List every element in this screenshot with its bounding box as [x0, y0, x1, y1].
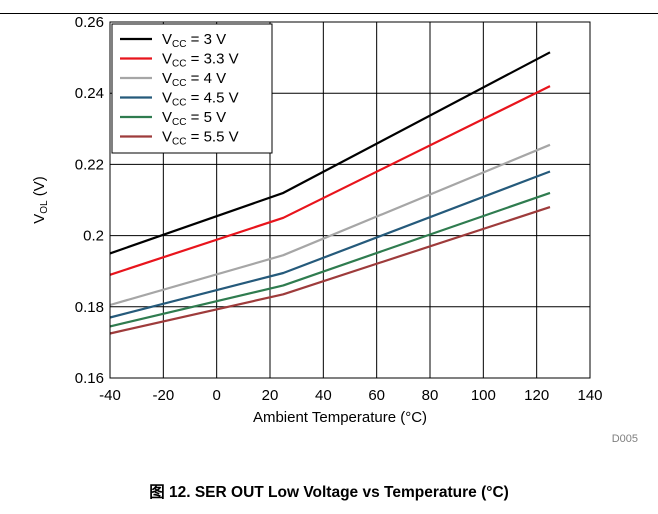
x-tick-label: 20 [262, 387, 279, 404]
series-lines [109, 51, 551, 335]
legend-entry-sub: CC [172, 39, 186, 50]
y-tick-label: 0.2 [83, 228, 104, 245]
y-tick-label: 0.24 [75, 85, 104, 102]
top-rule [0, 13, 658, 14]
x-tick-label: -20 [152, 387, 174, 404]
series-line [109, 51, 551, 255]
legend-entry-rest: = 5.5 V [186, 129, 238, 146]
legend-entry-rest: = 3.3 V [186, 51, 238, 68]
legend-entry-main: V [162, 90, 172, 107]
x-tick-label: 100 [471, 387, 496, 404]
legend-entry-sub: CC [172, 59, 186, 70]
legend-entry: VCC = 4 V [162, 70, 226, 89]
legend-entry-sub: CC [172, 137, 186, 148]
x-tick-label: 40 [315, 387, 332, 404]
x-tick-label: 120 [524, 387, 549, 404]
x-tick-label: -40 [99, 387, 121, 404]
x-tick-labels: -40 -20 0 20 40 60 80 100 120 140 [99, 387, 602, 404]
legend-entry-main: V [162, 109, 172, 126]
temperature-chart: -40 -20 0 20 40 60 80 100 120 140 0.16 0.18 0.2 0.22… [31, 14, 638, 445]
legend-entry-rest: = 4.5 V [186, 90, 238, 107]
x-tick-label: 0 [212, 387, 220, 404]
y-tick-label: 0.26 [75, 14, 104, 31]
legend-entry-sub: CC [172, 117, 186, 128]
legend-entry-rest: = 4 V [186, 70, 226, 87]
figure-caption: 图 12. SER OUT Low Voltage vs Temperature… [149, 484, 509, 501]
series-line [109, 206, 551, 335]
legend-entry-main: V [162, 31, 172, 48]
legend-entry-main: V [162, 70, 172, 87]
legend-entry: VCC = 3 V [162, 31, 226, 50]
legend-entry-main: V [162, 51, 172, 68]
x-tick-label: 140 [577, 387, 602, 404]
legend-entry: VCC = 3.3 V [162, 51, 239, 70]
y-axis-title-unit: (V) [31, 176, 48, 200]
x-axis-title: Ambient Temperature (°C) [253, 409, 427, 426]
legend-entry-main: V [162, 129, 172, 146]
legend-box [111, 23, 273, 154]
figure-code-label: D005 [612, 433, 638, 445]
series-line [109, 85, 551, 276]
x-tick-label: 80 [422, 387, 439, 404]
legend-entry-sub: CC [172, 78, 186, 89]
y-axis-title-sub: OL [39, 200, 50, 214]
series-line [109, 170, 551, 319]
y-axis-title-main: V [31, 214, 48, 224]
y-axis-title: VOL (V) [31, 176, 50, 224]
y-tick-label: 0.22 [75, 156, 104, 173]
y-tick-labels: 0.16 0.18 0.2 0.22 0.24 0.26 [75, 14, 104, 387]
legend-entry: VCC = 5 V [162, 109, 226, 128]
y-tick-label: 0.18 [75, 299, 104, 316]
y-tick-label: 0.16 [75, 370, 104, 387]
series-line [109, 143, 551, 307]
x-tick-label: 60 [368, 387, 385, 404]
legend-entry: VCC = 5.5 V [162, 129, 239, 148]
legend-entry-rest: = 5 V [186, 109, 226, 126]
series-line [109, 191, 551, 328]
legend-entry: VCC = 4.5 V [162, 90, 239, 109]
legend-entry-sub: CC [172, 98, 186, 109]
plot-frame [109, 21, 591, 379]
legend-entry-rest: = 3 V [186, 31, 226, 48]
